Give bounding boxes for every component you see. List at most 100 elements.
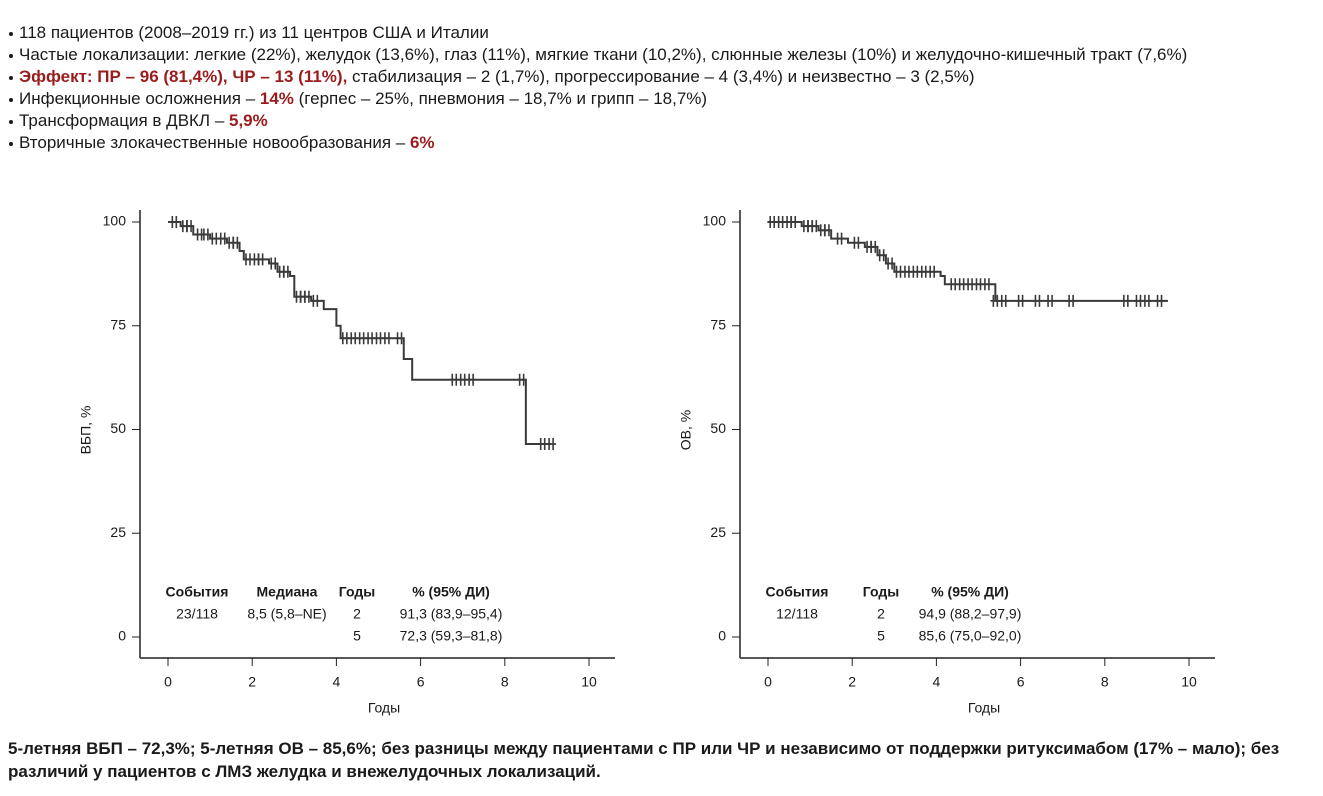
bullet: 118 пациентов (2008–2019 гг.) из 11 цент… [8, 22, 1298, 44]
bullet: Инфекционные осложнения – 14% (герпес – … [8, 88, 1298, 110]
bullet-text: Частые локализации: легкие (22%), желудо… [19, 45, 1188, 64]
censor-mark [990, 294, 1001, 307]
censor-mark [394, 332, 405, 345]
y-tick-label: 25 [710, 524, 726, 540]
censor-mark [546, 438, 557, 451]
table-cell: 91,3 (83,9–95,4) [400, 606, 503, 622]
y-axis-label: ВБП, % [78, 406, 94, 455]
x-tick-label: 4 [333, 674, 341, 690]
bullet-dot [9, 32, 13, 36]
censor-mark [948, 278, 959, 291]
x-tick-label: 8 [1101, 674, 1109, 690]
table-cell: 5 [877, 628, 885, 644]
bullet-text: 14% [259, 89, 294, 108]
table-cell: 2 [353, 606, 361, 622]
x-tick-label: 0 [764, 674, 772, 690]
y-tick-label: 75 [710, 316, 726, 332]
x-tick-label: 6 [1017, 674, 1025, 690]
bullet-dot [9, 120, 13, 124]
censor-mark [268, 257, 279, 270]
censor-mark [876, 249, 887, 262]
y-axis-label: ОВ, % [678, 410, 694, 450]
censor-mark [893, 265, 904, 278]
censor-mark [516, 373, 527, 386]
x-tick-label: 10 [581, 674, 597, 690]
bullet: Частые локализации: легкие (22%), желудо… [8, 44, 1298, 66]
censor-mark [217, 232, 228, 245]
bullet-text: 118 пациентов (2008–2019 гг.) из 11 цент… [19, 23, 489, 42]
censor-mark [885, 257, 896, 270]
censor-mark [169, 216, 180, 228]
table-header: События [166, 584, 229, 600]
censor-mark [301, 290, 312, 303]
censor-mark [457, 373, 468, 386]
x-axis-label: Годы [968, 700, 1000, 716]
censor-mark [466, 373, 477, 386]
censor-mark [1133, 294, 1144, 307]
bullet-text: 5,9% [229, 111, 268, 130]
x-tick-label: 10 [1181, 674, 1197, 690]
bullet-text: (герпес – 25%, пневмония – 18,7% и грипп… [293, 89, 708, 108]
censor-mark [998, 294, 1009, 307]
x-tick-label: 6 [417, 674, 425, 690]
table-header: % (95% ДИ) [931, 584, 1009, 600]
censor-mark [184, 220, 195, 233]
censor-mark [1032, 294, 1043, 307]
censor-mark [1066, 294, 1077, 307]
censor-mark [449, 373, 460, 386]
bullet-text: Эффект: ПР – 96 (81,4%), ЧР – 13 (11%), [19, 67, 348, 86]
censor-mark [365, 332, 376, 345]
x-tick-label: 2 [248, 674, 256, 690]
y-tick-label: 100 [103, 213, 127, 229]
bullet-text: Инфекционные осложнения – [19, 89, 260, 108]
censor-mark [821, 224, 832, 237]
censor-mark [280, 265, 291, 278]
censor-mark [373, 332, 384, 345]
censor-mark [918, 265, 929, 278]
censor-mark [255, 253, 266, 266]
x-tick-label: 0 [164, 674, 172, 690]
censor-mark [209, 232, 220, 245]
censor-mark [1120, 294, 1131, 307]
bullet-text: Вторичные злокачественные новообразовани… [19, 133, 410, 152]
censor-mark [834, 232, 845, 245]
table-header: Годы [863, 584, 899, 600]
bullet: Вторичные злокачественные новообразовани… [8, 132, 1298, 154]
y-tick-label: 0 [118, 628, 126, 644]
censor-mark [956, 278, 967, 291]
censor-mark [242, 253, 253, 266]
table-cell: 8,5 (5,8–NE) [247, 606, 326, 622]
table-header: % (95% ДИ) [412, 584, 490, 600]
y-tick-label: 50 [710, 420, 726, 436]
y-tick-label: 100 [703, 213, 727, 229]
x-tick-label: 2 [848, 674, 856, 690]
censor-mark [1141, 294, 1152, 307]
table-cell: 85,6 (75,0–92,0) [919, 628, 1022, 644]
censor-mark [1015, 294, 1026, 307]
bullet-text: 6% [409, 133, 435, 152]
censor-mark [310, 294, 321, 307]
bullets: 118 пациентов (2008–2019 гг.) из 11 цент… [8, 22, 1298, 154]
censor-mark [348, 332, 359, 345]
table-header: Медиана [257, 584, 318, 600]
y-tick-label: 75 [110, 316, 126, 332]
bullet-dot [9, 54, 13, 58]
censor-mark [775, 216, 786, 228]
bullet-text: Трансформация в ДВКЛ – [19, 111, 229, 130]
bullet: Эффект: ПР – 96 (81,4%), ЧР – 13 (11%), … [8, 66, 1298, 88]
censor-mark [381, 332, 392, 345]
censor-mark [339, 332, 350, 345]
censor-mark [901, 265, 912, 278]
x-tick-label: 4 [933, 674, 941, 690]
bullet-dot [9, 76, 13, 80]
y-tick-label: 25 [110, 524, 126, 540]
censor-mark [1154, 294, 1165, 307]
table-header: Годы [339, 584, 375, 600]
censor-mark [767, 216, 778, 228]
censor-mark [868, 240, 879, 253]
table-cell: 5 [353, 628, 361, 644]
censor-mark [788, 216, 799, 228]
table-header: События [766, 584, 829, 600]
